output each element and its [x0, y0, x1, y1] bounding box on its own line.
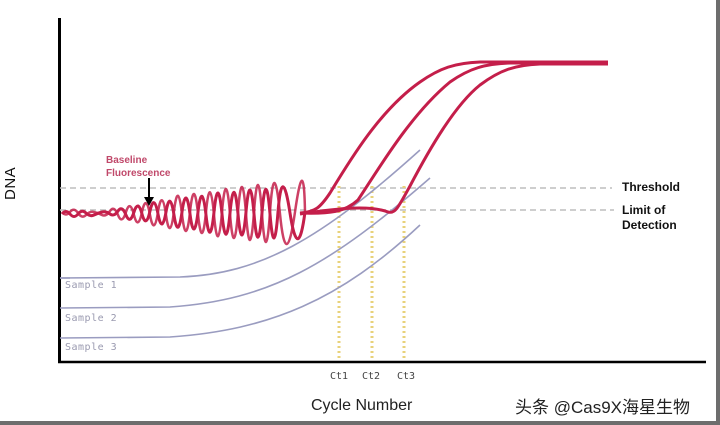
limit-of-detection-label: Limit of Detection — [622, 203, 677, 232]
sample-3-amplification-curve — [299, 62, 608, 216]
sample-2-label: Sample 2 — [65, 313, 118, 324]
ct2-label: Ct2 — [362, 371, 381, 382]
ct1-label: Ct1 — [330, 371, 349, 382]
threshold-label: Threshold — [622, 180, 681, 194]
baseline-fluorescence-label: Baseline Fluorescence — [106, 155, 171, 179]
x-axis-label: Cycle Number — [311, 397, 413, 414]
sample-1-template-curve — [59, 149, 421, 279]
watermark: 头条 @Cas9X海星生物 — [515, 398, 691, 417]
sample-3-template-curve — [59, 224, 421, 339]
baseline-noise — [60, 185, 307, 240]
arrow-head-icon — [144, 197, 154, 206]
sample-1-label: Sample 1 — [65, 280, 118, 291]
sample-2-amplification-curve — [299, 61, 608, 215]
sample-1-amplification-curve — [299, 60, 608, 215]
sample-3-label: Sample 3 — [65, 342, 118, 353]
y-axis-label: DNA — [2, 166, 19, 200]
ct3-label: Ct3 — [397, 371, 416, 382]
